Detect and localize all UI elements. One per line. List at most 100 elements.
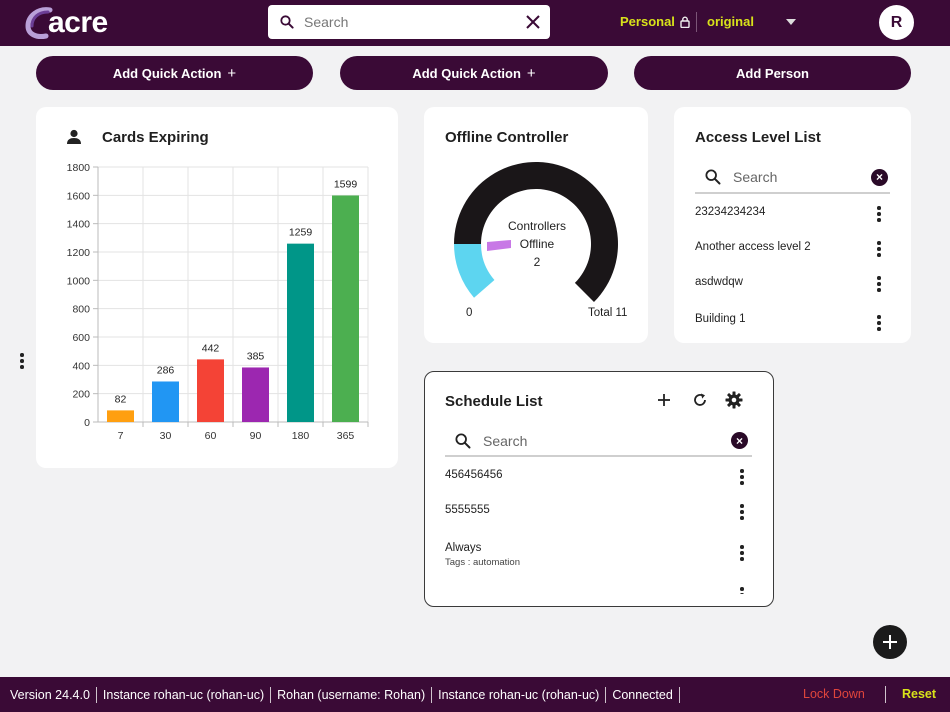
reset-button[interactable]: Reset <box>902 687 937 701</box>
lock-down-button[interactable]: Lock Down <box>803 687 865 701</box>
user-text: Rohan (username: Rohan) <box>277 687 426 702</box>
clear-search-icon[interactable] <box>526 15 540 29</box>
drag-handle-icon[interactable] <box>17 353 27 369</box>
search-icon <box>705 169 721 185</box>
list-item-label: 5555555 <box>445 504 490 516</box>
y-tick-label: 200 <box>72 389 90 401</box>
footer-divider <box>270 686 272 703</box>
more-options-icon[interactable] <box>874 315 884 331</box>
list-item[interactable]: 456456456 <box>425 469 773 504</box>
x-tick-label: 90 <box>250 430 262 442</box>
refresh-icon[interactable] <box>692 392 708 408</box>
access-level-search[interactable]: × <box>695 162 890 194</box>
footer-divider <box>605 686 607 703</box>
clear-search-icon[interactable]: × <box>731 432 748 449</box>
y-tick-label: 1600 <box>67 190 91 202</box>
avatar[interactable]: R <box>879 5 914 40</box>
list-item-label: asdwdqw <box>695 276 743 288</box>
x-tick-label: 30 <box>160 430 172 442</box>
list-item-label: Building 1 <box>695 313 746 325</box>
gauge-label-line-2: Offline <box>519 237 555 251</box>
global-search-input[interactable] <box>304 14 504 30</box>
list-item[interactable]: 23234234234 <box>674 206 911 241</box>
list-item-tags: Tags : automation <box>445 557 520 568</box>
list-item[interactable]: Always Tags : automation <box>425 542 773 572</box>
bar <box>107 410 134 422</box>
gauge-center-label: Controllers Offline 2 <box>502 217 572 271</box>
person-icon <box>67 129 81 144</box>
more-options-icon[interactable] <box>737 545 747 561</box>
button-label: Add Quick Action <box>112 65 222 81</box>
list-item[interactable]: asdwdqw <box>674 276 911 311</box>
more-options-icon[interactable] <box>874 276 884 292</box>
add-quick-action-button-2[interactable]: Add Quick Action + <box>340 56 608 90</box>
add-icon[interactable] <box>657 393 671 407</box>
global-search[interactable] <box>268 5 550 39</box>
x-tick-label: 365 <box>337 430 355 442</box>
plus-icon: + <box>227 64 237 82</box>
y-tick-label: 1000 <box>67 275 91 287</box>
x-tick-label: 180 <box>292 430 310 442</box>
header-divider <box>696 12 697 32</box>
list-item[interactable]: 5555555 <box>425 504 773 539</box>
list-item-label: Always <box>445 542 482 554</box>
bar <box>332 195 359 422</box>
schedule-search-input[interactable] <box>483 432 603 449</box>
acre-logo[interactable]: acre <box>24 4 108 42</box>
schedule-search[interactable]: × <box>445 426 752 457</box>
gauge-offline-segment <box>454 244 495 298</box>
list-item-partial <box>425 584 773 594</box>
org-selector[interactable]: original <box>707 14 754 29</box>
version-text: Version 24.4.0 <box>10 687 90 702</box>
card-title: Access Level List <box>695 129 821 146</box>
card-title: Schedule List <box>445 393 543 410</box>
gear-icon[interactable] <box>725 391 743 409</box>
data-label: 442 <box>202 342 220 354</box>
card-title: Cards Expiring <box>102 129 209 146</box>
list-item-label: 456456456 <box>445 469 503 481</box>
gauge-track <box>454 162 618 302</box>
lock-icon <box>680 16 690 28</box>
card-title: Offline Controller <box>445 129 569 146</box>
connection-status: Connected <box>612 687 673 702</box>
more-options-icon[interactable] <box>874 241 884 257</box>
add-quick-action-button-1[interactable]: Add Quick Action + <box>36 56 313 90</box>
list-item-label: 23234234234 <box>695 206 766 218</box>
footer-divider <box>95 686 97 703</box>
y-tick-label: 0 <box>84 417 90 429</box>
x-tick-label: 7 <box>118 430 124 442</box>
more-options-icon[interactable] <box>737 504 747 520</box>
instance-text: Instance rohan-uc (rohan-uc) <box>102 687 265 702</box>
clear-search-icon[interactable]: × <box>871 168 888 186</box>
access-level-list-card: Access Level List × 23234234234 Another … <box>674 107 911 343</box>
search-icon <box>280 15 294 29</box>
list-item[interactable]: Another access level 2 <box>674 241 911 276</box>
search-icon <box>455 432 471 448</box>
data-label: 1259 <box>289 227 313 239</box>
list-item-label: Another access level 2 <box>695 241 811 253</box>
access-level-search-input[interactable] <box>733 169 853 185</box>
plus-icon: + <box>526 64 536 82</box>
add-person-button[interactable]: Add Person <box>634 56 911 90</box>
list-item[interactable]: Building 1 <box>674 313 911 348</box>
y-tick-label: 400 <box>72 360 90 372</box>
personal-label: Personal <box>620 14 675 29</box>
gauge-min-label: 0 <box>466 307 473 319</box>
offline-gauge <box>454 162 618 302</box>
y-tick-label: 1800 <box>67 162 91 174</box>
data-label: 82 <box>115 393 127 405</box>
bar <box>197 359 224 422</box>
data-label: 286 <box>157 364 175 376</box>
top-bar: acre Personal original R <box>0 0 950 46</box>
gauge-total-label: Total 11 <box>588 307 628 319</box>
add-widget-button[interactable] <box>873 625 907 659</box>
personal-mode[interactable]: Personal <box>620 14 690 29</box>
more-options-icon[interactable] <box>874 206 884 222</box>
status-bar: Version 24.4.0 Instance rohan-uc (rohan-… <box>0 677 950 712</box>
chevron-down-icon[interactable] <box>786 19 796 25</box>
more-options-icon[interactable] <box>737 469 747 485</box>
y-tick-label: 1200 <box>67 247 91 259</box>
more-options-icon[interactable] <box>737 587 747 594</box>
data-label: 1599 <box>334 178 358 190</box>
plus-icon <box>883 635 897 649</box>
